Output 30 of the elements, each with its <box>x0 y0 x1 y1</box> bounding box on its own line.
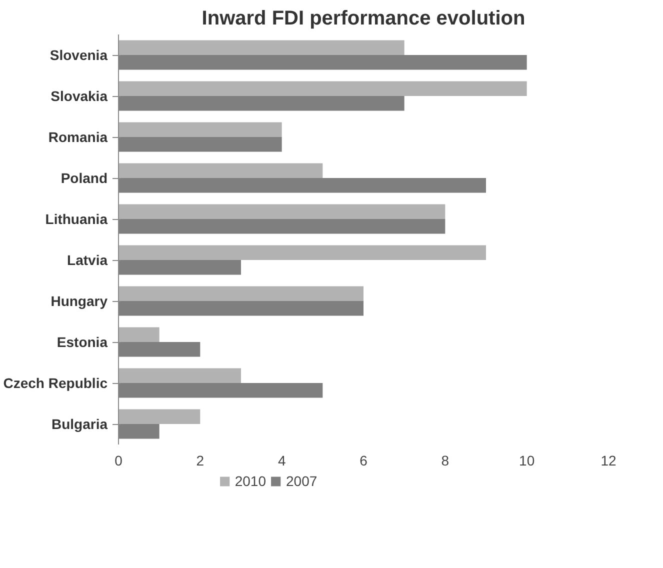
y-tick-label: Estonia <box>56 334 108 350</box>
bar <box>118 409 200 424</box>
x-tick-label: 4 <box>278 452 286 468</box>
y-tick-label: Hungary <box>50 293 108 309</box>
x-tick-label: 10 <box>519 452 535 468</box>
legend-label: 2010 <box>234 473 266 489</box>
bar <box>118 163 323 178</box>
bar <box>118 286 364 301</box>
x-tick-label: 2 <box>196 452 204 468</box>
bar <box>118 40 404 55</box>
x-tick-label: 6 <box>360 452 368 468</box>
y-tick-label: Slovenia <box>50 47 108 63</box>
bar <box>118 204 446 219</box>
bar <box>118 245 486 260</box>
x-tick-label: 0 <box>114 452 123 468</box>
bar <box>118 368 241 383</box>
chart-title: Inward FDI performance evolution <box>202 8 526 30</box>
legend-label: 2007 <box>286 473 318 489</box>
y-tick-label: Slovakia <box>50 88 108 104</box>
y-tick-label: Romania <box>48 129 108 145</box>
y-tick-label: Poland <box>60 170 108 186</box>
bar <box>118 327 160 342</box>
x-tick-label: 8 <box>441 452 450 468</box>
bar <box>118 122 282 137</box>
y-tick-label: Lithuania <box>45 211 108 227</box>
y-tick-label: Czech Republic <box>3 375 108 391</box>
y-tick-label: Bulgaria <box>51 416 108 432</box>
x-tick-label: 12 <box>600 452 616 468</box>
y-tick-label: Latvia <box>67 252 108 268</box>
bar <box>118 81 527 96</box>
